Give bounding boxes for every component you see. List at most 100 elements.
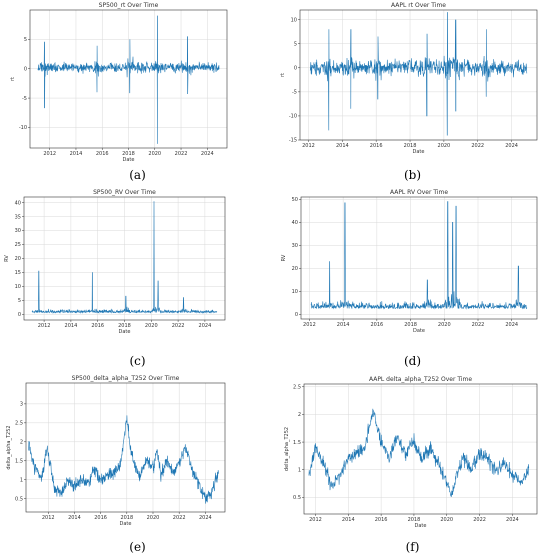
chart-title: AAPL delta_alpha_T252 Over Time	[369, 376, 472, 383]
panel-f: AAPL delta_alpha_T252 Over Time 2012 2014 2…	[275, 372, 550, 558]
y-tick-label: 1.5	[15, 458, 23, 464]
y-tick-label: 1.5	[293, 440, 301, 446]
series-line	[31, 201, 218, 314]
x-tick-label: 2016	[91, 323, 104, 329]
chart-f: AAPL delta_alpha_T252 Over Time 2012 2014 2…	[284, 376, 538, 529]
caption-a: (a)	[129, 168, 146, 182]
caption-f: (f)	[405, 540, 420, 554]
caption-e: (e)	[129, 540, 146, 554]
x-tick-label: 2020	[147, 515, 160, 521]
y-tick-label: 5	[294, 41, 297, 47]
x-tick-label: 2020	[145, 323, 158, 329]
y-tick-label: -5	[22, 96, 27, 102]
x-axis-label: Date	[415, 523, 427, 529]
series-line	[28, 415, 219, 504]
y-tick-label: 10	[291, 17, 297, 23]
y-tick-label: 30	[15, 228, 21, 234]
y-axis-label: RV	[281, 254, 287, 261]
y-tick-label: 2	[20, 440, 23, 446]
panel-e: SP500_delta_alpha_T252 Over Time 2012 2014…	[0, 372, 275, 558]
x-tick-label: 2012	[302, 143, 315, 149]
y-tick-label: 2	[298, 412, 301, 418]
caption-c: (c)	[129, 354, 146, 368]
y-axis-label: delta_alpha_T252	[6, 425, 12, 469]
y-axis-label: rt	[10, 77, 16, 81]
y-tick-label: 15	[15, 270, 21, 276]
plot-frame	[299, 9, 538, 141]
x-tick-label: 2014	[65, 323, 78, 329]
chart-title: SP500_delta_alpha_T252 Over Time	[72, 375, 180, 382]
y-tick-label: 0	[18, 312, 21, 318]
chart-b: AAPL rt Over Time 2012 2014 2016 2018 2020 202…	[280, 2, 538, 155]
x-tick-label: 2022	[471, 143, 484, 149]
x-tick-label: 2022	[472, 322, 485, 328]
y-tick-label: 50	[292, 197, 298, 203]
y-tick-label: 20	[15, 256, 21, 262]
chart-title: SP500_RV Over Time	[93, 189, 156, 196]
chart-a: SP500_rt Over Time 2012 2014 2016 2018 2020 20…	[10, 2, 228, 163]
x-tick-label: 2016	[96, 151, 109, 157]
y-tick-label: 10	[15, 284, 21, 290]
x-tick-label: 2022	[172, 323, 185, 329]
y-tick-label: -10	[19, 125, 27, 131]
x-tick-label: 2012	[38, 323, 51, 329]
y-tick-label: 0	[294, 65, 297, 71]
x-tick-label: 2020	[440, 517, 453, 523]
x-tick-label: 2022	[173, 515, 186, 521]
plot-frame	[25, 382, 226, 513]
plot-frame	[300, 196, 538, 320]
y-axis-label: RV	[4, 255, 10, 262]
x-tick-label: 2014	[337, 322, 350, 328]
chart-title: SP500_rt Over Time	[99, 2, 159, 9]
x-tick-label: 2024	[505, 322, 518, 328]
x-tick-label: 2024	[199, 323, 212, 329]
y-tick-label: 40	[292, 220, 298, 226]
x-tick-label: 2012	[303, 322, 316, 328]
y-tick-label: 5	[24, 37, 27, 43]
panel-c: SP500_RV Over Time 2012 2014 2016 2018 2020 20…	[0, 186, 275, 372]
x-tick-label: 2014	[342, 517, 355, 523]
x-tick-label: 2022	[473, 517, 486, 523]
y-tick-label: 10	[292, 289, 298, 295]
y-tick-label: 0	[295, 312, 298, 318]
chart-title: AAPL rt Over Time	[391, 2, 446, 9]
plot-frame	[29, 9, 228, 149]
x-tick-label: 2024	[199, 515, 212, 521]
y-tick-label: 3	[20, 402, 23, 408]
y-tick-label: 30	[292, 243, 298, 249]
y-tick-label: 2.5	[15, 421, 23, 427]
x-tick-label: 2018	[408, 517, 421, 523]
x-tick-label: 2018	[404, 322, 417, 328]
series-line	[308, 408, 530, 497]
x-tick-label: 2022	[175, 151, 188, 157]
chart-e: SP500_delta_alpha_T252 Over Time 2012 2014…	[6, 375, 226, 527]
y-axis-label: rt	[280, 73, 286, 77]
panel-a: SP500_rt Over Time 2012 2014 2016 2018 2020 20…	[0, 0, 275, 186]
series-line	[310, 201, 528, 310]
x-tick-label: 2012	[309, 517, 322, 523]
x-tick-label: 2014	[70, 151, 83, 157]
x-tick-label: 2012	[42, 515, 55, 521]
x-tick-label: 2014	[68, 515, 81, 521]
y-tick-label: 0.5	[15, 496, 23, 502]
x-tick-label: 2020	[438, 322, 451, 328]
x-tick-label: 2012	[43, 151, 56, 157]
x-tick-label: 2024	[506, 517, 519, 523]
y-tick-label: 1	[298, 467, 301, 473]
y-tick-label: 25	[15, 242, 21, 248]
x-tick-label: 2024	[505, 143, 518, 149]
x-tick-label: 2020	[438, 143, 451, 149]
x-tick-label: 2016	[375, 517, 388, 523]
x-tick-label: 2014	[336, 143, 349, 149]
x-tick-label: 2018	[120, 515, 133, 521]
x-axis-label: Date	[413, 328, 425, 334]
y-tick-label: 40	[15, 200, 21, 206]
x-axis-label: Date	[123, 157, 135, 163]
y-tick-label: -5	[292, 90, 297, 96]
y-tick-label: 0	[24, 66, 27, 72]
series-line	[309, 12, 528, 136]
x-axis-label: Date	[413, 149, 425, 155]
x-tick-label: 2016	[370, 322, 383, 328]
caption-d: (d)	[403, 354, 422, 368]
